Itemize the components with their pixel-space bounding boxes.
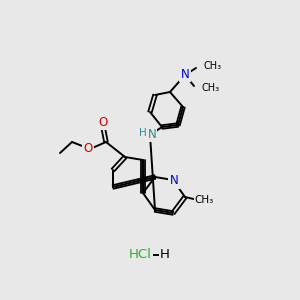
Text: N: N	[169, 175, 178, 188]
Text: CH₃: CH₃	[204, 61, 222, 71]
Text: H: H	[139, 128, 147, 138]
Text: N: N	[148, 128, 156, 142]
Text: O: O	[98, 116, 108, 130]
Text: H: H	[160, 248, 170, 262]
Text: N: N	[181, 68, 189, 80]
Text: HCl: HCl	[129, 248, 152, 262]
Text: O: O	[83, 142, 93, 155]
Text: CH₃: CH₃	[202, 83, 220, 93]
Text: CH₃: CH₃	[194, 195, 214, 205]
